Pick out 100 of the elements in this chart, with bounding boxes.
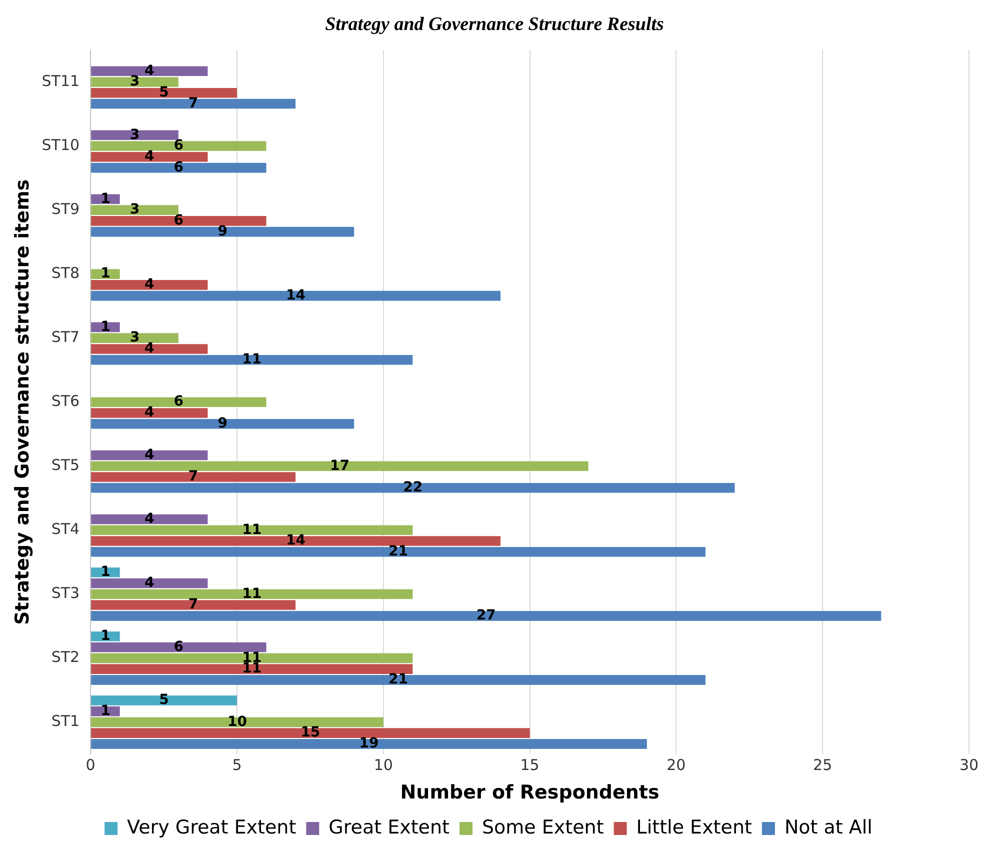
data-label: 9: [218, 416, 228, 432]
y-tick-label: ST5: [51, 456, 80, 474]
bar: [91, 226, 354, 237]
bar: [91, 216, 266, 226]
bar: [91, 696, 237, 706]
data-label: 14: [286, 287, 306, 304]
bar: [91, 664, 413, 674]
legend-label: Great Extent: [328, 816, 450, 838]
data-label: 7: [188, 596, 198, 613]
bar: [91, 675, 706, 685]
bar: [91, 354, 413, 365]
data-label: 1: [100, 266, 110, 282]
data-label: 1: [100, 318, 110, 335]
y-axis-title: Strategy and Governance structure items: [11, 179, 34, 625]
y-tick-label: ST9: [51, 200, 80, 218]
data-label: 21: [388, 544, 408, 560]
data-label: 11: [242, 522, 262, 538]
data-label: 4: [144, 148, 155, 165]
bar: [91, 536, 501, 546]
bar: [91, 728, 530, 738]
bar: [91, 88, 237, 98]
bar: [91, 450, 208, 460]
bar: [91, 205, 178, 215]
data-label: 11: [242, 586, 262, 602]
bar: [91, 290, 501, 301]
y-tick-label: ST8: [51, 264, 80, 282]
data-label: 15: [300, 724, 320, 741]
y-tick-label: ST2: [51, 648, 80, 666]
data-label: 21: [388, 672, 408, 688]
y-tick-label: ST3: [51, 584, 80, 602]
chart-title: Strategy and Governance Structure Results: [324, 14, 665, 37]
data-label: 6: [174, 138, 184, 154]
bar: [91, 269, 120, 279]
bar: [91, 547, 706, 557]
data-label: 19: [359, 736, 379, 752]
bar: [91, 472, 296, 482]
x-tick-label: 5: [232, 756, 242, 774]
bar: [91, 589, 413, 600]
bar: [91, 344, 208, 354]
data-label: 5: [159, 84, 169, 101]
data-label: 1: [100, 564, 110, 580]
y-tick-label: ST10: [42, 136, 80, 154]
data-label: 6: [174, 159, 184, 176]
x-tick-label: 25: [813, 756, 832, 774]
data-label: 1: [100, 190, 110, 207]
data-label: 27: [476, 608, 496, 624]
bar: [91, 408, 208, 418]
data-label: 4: [144, 276, 155, 293]
x-tick-label: 15: [520, 756, 540, 774]
data-label: 6: [174, 212, 184, 229]
bar: [91, 514, 208, 524]
data-label: 10: [227, 714, 248, 730]
x-axis-title: Number of Respondents: [400, 782, 660, 804]
bar: [91, 653, 413, 664]
data-label: 3: [130, 330, 140, 346]
data-label: 3: [130, 126, 140, 143]
bar: [91, 141, 266, 151]
y-tick-label: ST1: [51, 712, 80, 730]
bar: [91, 482, 735, 493]
bar: [91, 567, 120, 578]
data-label: 7: [188, 95, 198, 112]
legend-label: Little Extent: [636, 816, 752, 838]
bar: [91, 418, 354, 429]
data-label: 1: [100, 628, 110, 644]
data-label: 4: [144, 510, 155, 527]
data-label: 17: [330, 458, 350, 474]
bar: [91, 77, 178, 87]
bar: [91, 461, 588, 472]
data-label: 4: [144, 404, 155, 421]
data-label: 4: [144, 574, 155, 591]
x-tick-label: 20: [666, 756, 686, 774]
bar: [91, 525, 413, 536]
bar: [91, 162, 266, 173]
data-label: 3: [130, 74, 140, 90]
legend-label: Very Great Extent: [127, 816, 296, 838]
y-tick-label: ST6: [51, 392, 80, 410]
bar: [91, 717, 384, 728]
data-label: 9: [218, 223, 228, 240]
data-label: 4: [144, 340, 155, 357]
y-tick-label: ST11: [42, 72, 80, 90]
data-label: 11: [242, 351, 262, 368]
data-label: 7: [188, 468, 198, 485]
data-label: 22: [403, 480, 423, 496]
data-label: 6: [174, 394, 184, 410]
bar: [91, 280, 208, 290]
bar: [91, 600, 296, 610]
bar: [91, 611, 882, 621]
x-tick-label: 30: [959, 756, 979, 774]
data-label: 14: [286, 532, 306, 549]
data-label: 5: [159, 692, 169, 708]
bar: [91, 333, 178, 343]
x-tick-label: 0: [86, 756, 96, 774]
data-label: 1: [100, 702, 110, 719]
data-label: 4: [144, 446, 155, 463]
x-tick-label: 10: [374, 756, 393, 774]
bar: [91, 130, 178, 140]
bar: [91, 578, 208, 588]
bar: [91, 98, 296, 109]
bar: [91, 642, 266, 652]
data-label: 4: [144, 62, 155, 79]
